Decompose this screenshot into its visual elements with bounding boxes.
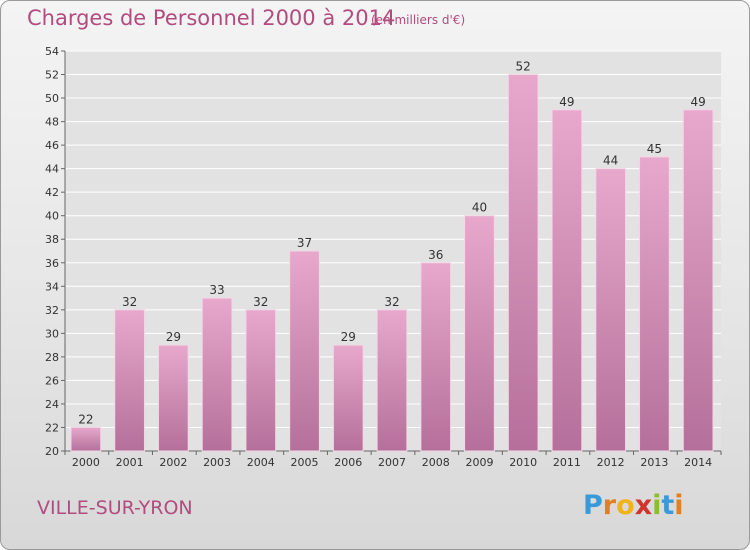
bar-chart: 20 22 24 26 28 30 32 34 36 38 40 42 44 46 48 50 52 54 22 20… [45,45,722,469]
y-tick-label: 26 [45,374,59,387]
y-tick-label: 30 [45,327,59,340]
x-tick-label: 2008 [422,456,450,469]
x-tick-label: 2002 [159,456,187,469]
x-tick-label: 2003 [203,456,231,469]
x-tick-label: 2009 [465,456,493,469]
logo-letter: r [602,490,617,521]
data-label: 32 [122,295,137,309]
y-tick-label: 40 [45,210,59,223]
data-label: 33 [209,283,224,297]
x-tick-label: 2012 [597,456,625,469]
data-label: 32 [384,295,399,309]
x-tick-label: 2006 [334,456,362,469]
data-label: 49 [690,95,705,109]
bar [157,344,189,452]
data-label: 49 [559,95,574,109]
bar [245,309,277,452]
x-tick-label: 2014 [684,456,712,469]
logo-letter: i [674,490,684,521]
logo-letter: P [583,490,603,521]
bar [201,297,233,452]
y-tick-label: 32 [45,304,59,317]
proxiti-logo: Proxiti [583,490,684,521]
data-label: 29 [341,330,356,344]
bar [551,109,583,452]
chart-subtitle: (en milliers d'€) [371,13,466,27]
y-tick-label: 20 [45,445,59,458]
bar [507,74,539,452]
y-tick-label: 28 [45,351,59,364]
y-tick-label: 52 [45,69,59,82]
data-label: 29 [166,330,181,344]
x-tick-label: 2007 [378,456,406,469]
bar [332,344,364,452]
y-tick-label: 42 [45,186,59,199]
x-tick-label: 2013 [640,456,668,469]
bar [114,309,145,452]
logo-letter: t [661,490,675,521]
x-tick-label: 2001 [116,456,144,469]
location-label: VILLE-SUR-YRON [37,497,193,519]
y-tick-label: 24 [45,398,59,411]
data-label: 32 [253,295,268,309]
data-label: 40 [472,201,487,215]
logo-letter: i [652,490,662,521]
bar [595,168,627,452]
y-tick-label: 38 [45,233,59,246]
x-tick-label: 2010 [509,456,537,469]
chart-title: Charges de Personnel 2000 à 2014 [27,6,396,30]
y-tick-label: 22 [45,421,59,434]
y-tick-label: 46 [45,139,59,152]
y-tick-label: 48 [45,116,59,129]
bar [289,250,320,452]
x-tick-label: 2004 [247,456,275,469]
bar [639,156,670,452]
data-label: 36 [428,248,443,262]
bar [682,109,714,452]
y-tick-label: 34 [45,280,59,293]
y-tick-label: 54 [45,45,59,58]
bar [376,309,408,452]
data-label: 37 [297,236,312,250]
y-tick-label: 36 [45,257,59,270]
y-tick-label: 44 [45,163,59,176]
bar [420,262,452,452]
data-label: 45 [647,142,662,156]
x-tick-label: 2000 [72,456,100,469]
x-tick-label: 2011 [553,456,581,469]
logo-letter: o [616,490,635,521]
bar [464,215,495,452]
data-label: 22 [78,412,93,426]
x-tick-label: 2005 [291,456,319,469]
y-tick-label: 50 [45,92,59,105]
data-label: 52 [516,60,531,74]
logo-letter: x [634,490,653,521]
bar [70,426,102,452]
data-label: 44 [603,154,618,168]
